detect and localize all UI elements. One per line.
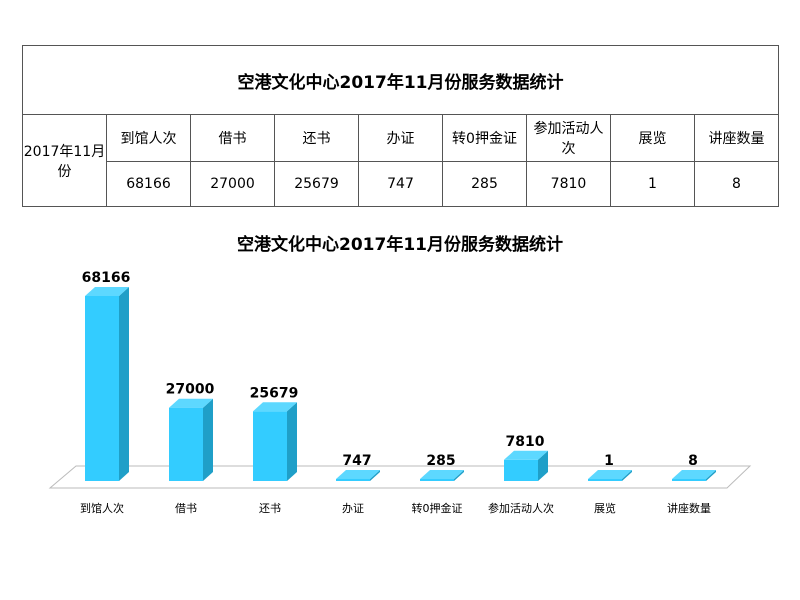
bar [588, 479, 622, 481]
bar [672, 479, 706, 481]
value-cell: 747 [358, 161, 443, 207]
bar-side [538, 450, 548, 481]
bar-side [119, 287, 129, 481]
bar [420, 479, 454, 481]
table-title: 空港文化中心2017年11月份服务数据统计 [22, 45, 779, 115]
table-title-row: 空港文化中心2017年11月份服务数据统计 [22, 45, 779, 115]
header-cell: 转0押金证 [442, 114, 527, 162]
header-cell: 讲座数量 [694, 114, 779, 162]
category-label: 到馆人次 [80, 501, 124, 515]
chart-title: 空港文化中心2017年11月份服务数据统计 [237, 235, 563, 255]
data-label: 25679 [250, 385, 299, 401]
table-header-row: 2017年11月份 到馆人次 借书 还书 办证 转0押金证 参加活动人次 展览 … [22, 114, 779, 207]
category-label: 转0押金证 [412, 501, 463, 515]
bar [253, 411, 287, 481]
bar-top [504, 450, 548, 460]
data-label: 27000 [166, 382, 215, 398]
bar [169, 407, 203, 481]
header-cell: 参加活动人次 [526, 114, 611, 162]
value-cell: 68166 [106, 161, 191, 207]
bar [504, 459, 538, 481]
bar-side [203, 398, 213, 481]
bar-top [420, 470, 464, 479]
data-label: 285 [426, 453, 455, 469]
value-cell: 7810 [526, 161, 611, 207]
category-label: 办证 [342, 502, 364, 515]
category-label: 讲座数量 [667, 501, 711, 515]
bar [85, 296, 119, 481]
data-label: 747 [342, 453, 371, 469]
bar-side [287, 402, 297, 481]
data-label: 68166 [82, 270, 131, 286]
data-label: 7810 [506, 434, 545, 450]
category-label: 展览 [594, 501, 616, 515]
bar-side [706, 470, 716, 481]
stats-table: 空港文化中心2017年11月份服务数据统计 2017年11月份 到馆人次 借书 … [22, 45, 779, 207]
bar-top [336, 469, 380, 479]
bar-side [454, 470, 464, 481]
category-label: 借书 [175, 502, 197, 515]
value-cell: 8 [694, 161, 779, 207]
bar [336, 478, 370, 481]
value-cell: 25679 [274, 161, 359, 207]
bar-side [622, 470, 632, 481]
header-cell: 到馆人次 [106, 114, 191, 162]
header-cell: 借书 [190, 114, 275, 162]
chart-floor [48, 465, 752, 489]
value-cell: 285 [442, 161, 527, 207]
row-label: 2017年11月份 [22, 114, 107, 207]
bar-top [253, 402, 297, 412]
value-cell: 1 [610, 161, 695, 207]
category-label: 还书 [259, 502, 281, 515]
bar-top [169, 398, 213, 408]
bar-top [588, 470, 632, 479]
bar-top [85, 287, 129, 296]
value-cell: 27000 [190, 161, 275, 207]
category-label: 参加活动人次 [488, 501, 554, 515]
data-label: 8 [688, 453, 698, 469]
data-label: 1 [604, 453, 614, 469]
bar-side [370, 469, 380, 481]
table-value-row: 68166 27000 25679 747 285 7810 1 8 [23, 161, 779, 207]
bar-top [672, 470, 716, 479]
